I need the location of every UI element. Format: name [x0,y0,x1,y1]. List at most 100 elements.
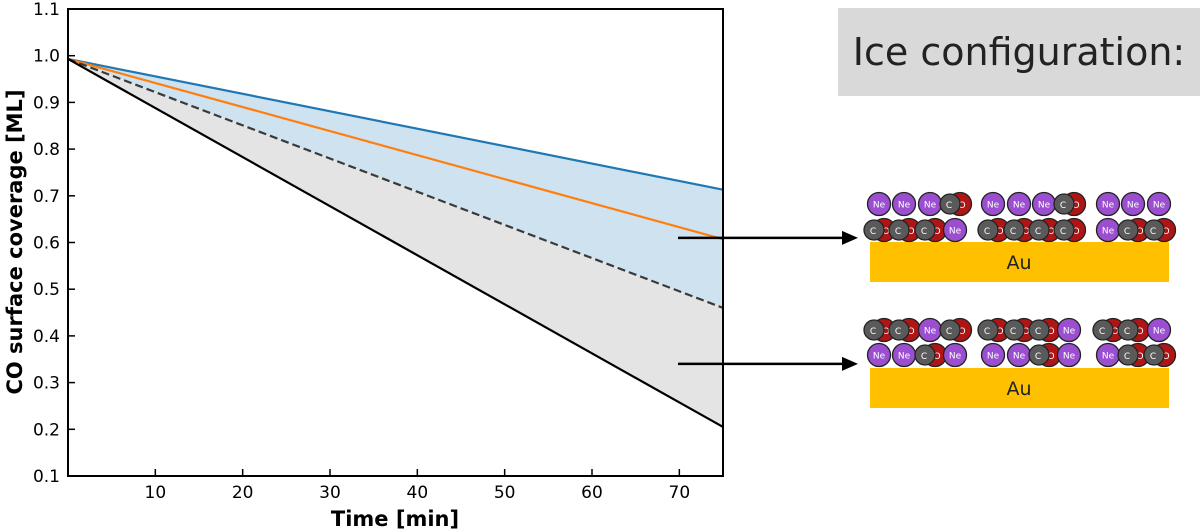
y-tick-label: 0.3 [33,374,60,394]
oxygen-atom-label: O [933,227,940,237]
carbon-atom [1003,219,1025,241]
top-layer: OC OC Ne OC OC OC OC Ne OC OC Ne [863,317,1172,343]
carbon-atom [888,219,910,241]
neon-atom-label: Ne [987,201,1000,211]
carbon-atom-label: C [921,352,927,362]
x-tick-label: 40 [407,483,429,503]
neon-atom-label: Ne [1102,352,1115,362]
y-tick-label: 0.4 [33,327,60,347]
neon-atom [980,342,1006,368]
bottom-layer: OC OC OC Ne OC OC OC OC Ne OC OC [863,217,1177,243]
carbon-atom [1117,219,1139,241]
neon-atom-label: Ne [1013,352,1026,362]
carbon-atom-label: C [1150,352,1156,362]
carbon-atom [863,319,885,341]
carbon-atom [1053,193,1075,215]
carbon-atom [977,319,999,341]
oxygen-atom-label: O [1111,327,1118,337]
neon-atom-label: Ne [924,327,937,337]
x-tick-label: 70 [669,483,691,503]
oxygen-atom-label: O [907,327,914,337]
gold-substrate [870,242,1169,282]
oxygen-atom-label: O [1022,327,1029,337]
carbon-atom-label: C [1060,201,1066,211]
arrow-head [842,230,858,245]
carbon-atom [939,319,961,341]
carbon-atom-label: C [1010,327,1016,337]
neon-atom-label: Ne [873,352,886,362]
neon-atom-label: Ne [987,352,1000,362]
carbon-atom [1143,219,1165,241]
ice-configuration-title-box: Ice configuration: [838,8,1200,96]
neon-atom-label: Ne [949,227,962,237]
y-tick-label: 0.8 [33,140,60,160]
series-line-4 [67,58,724,428]
oxygen-atom-label: O [882,327,889,337]
axis-ticks: 10 20 30 40 50 60 70 0.1 0.2 0.3 0.4 0.5 0.6 0.7 0.8 0.… [33,0,690,503]
neon-atom-label: Ne [1153,201,1166,211]
carbon-atom-label: C [1010,227,1016,237]
neon-atom [866,191,892,217]
neon-atom [1095,191,1121,217]
neon-atom-label: Ne [924,201,937,211]
carbon-atom [1143,344,1165,366]
neon-atom [1120,191,1146,217]
x-tick-label: 10 [145,483,167,503]
carbon-atom-label: C [1099,327,1105,337]
y-tick-label: 1.1 [33,0,60,20]
carbon-atom-label: C [921,227,927,237]
x-axis-label: Time [min] [331,507,459,531]
oxygen-atom-label: O [1047,327,1054,337]
carbon-atom-label: C [895,227,901,237]
neon-atom [980,191,1006,217]
carbon-atom-label: C [895,327,901,337]
neon-atom-label: Ne [1102,201,1115,211]
oxygen-atom-label: O [958,327,965,337]
gold-substrate-label: Au [1006,252,1031,274]
y-tick-label: 0.7 [33,187,60,207]
neon-atom [942,217,968,243]
x-tick-label: 50 [494,483,516,503]
carbon-atom [1117,319,1139,341]
carbon-atom-label: C [870,227,876,237]
gold-substrate [870,368,1169,408]
carbon-atom-label: C [1035,352,1041,362]
oxygen-atom-label: O [1136,327,1143,337]
carbon-atom [939,193,961,215]
neon-atom [1056,342,1082,368]
oxygen-atom-label: O [933,352,940,362]
carbon-atom-label: C [1124,227,1130,237]
carbon-atom-label: C [1035,227,1041,237]
carbon-atom-label: C [946,201,952,211]
carbon-atom [914,219,936,241]
y-tick-label: 0.1 [33,467,60,487]
y-tick-label: 1.0 [33,47,60,67]
oxygen-atom-label: O [1162,352,1169,362]
oxygen-atom-label: O [1072,227,1079,237]
neon-atom-label: Ne [1153,327,1166,337]
oxygen-atom-label: O [996,327,1003,337]
neon-atom-label: Ne [898,352,911,362]
neon-atom [891,191,917,217]
top-layer: Ne Ne Ne OC Ne Ne Ne OC Ne Ne Ne [866,191,1172,217]
neon-atom-label: Ne [1127,201,1140,211]
oxygen-atom-label: O [1022,227,1029,237]
neon-atom-label: Ne [1013,201,1026,211]
carbon-atom-label: C [984,327,990,337]
neon-atom [1006,191,1032,217]
neon-atom-label: Ne [1102,227,1115,237]
carbon-atom-label: C [870,327,876,337]
neon-atom-label: Ne [1038,201,1051,211]
neon-atom-label: Ne [949,352,962,362]
bottom-layer: Ne Ne OC Ne Ne Ne OC Ne Ne OC OC [866,342,1177,368]
neon-atom [1146,317,1172,343]
oxygen-atom-label: O [1047,352,1054,362]
carbon-atom [863,219,885,241]
oxygen-atom-label: O [907,227,914,237]
carbon-atom [1028,319,1050,341]
neon-atom-label: Ne [1063,327,1076,337]
